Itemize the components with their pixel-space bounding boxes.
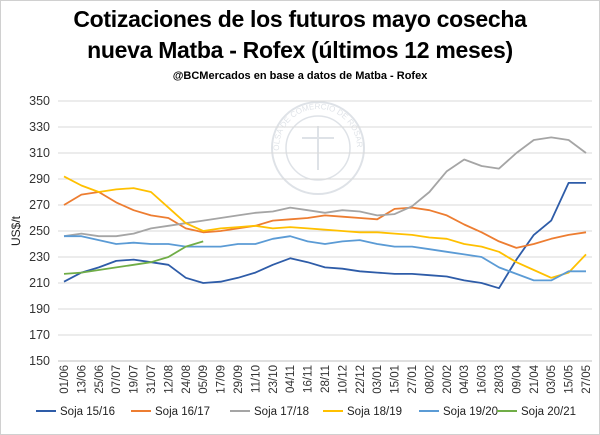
x-tick-label: 29/09 bbox=[233, 365, 245, 394]
x-tick-label: 21/04 bbox=[529, 364, 541, 393]
x-tick-label: 09/04 bbox=[511, 364, 523, 393]
legend-swatch bbox=[323, 409, 343, 412]
x-tick-label: 03/05 bbox=[546, 365, 558, 394]
x-tick-label: 27/05 bbox=[581, 365, 593, 394]
x-tick-label: 27/01 bbox=[407, 365, 419, 394]
y-tick-label: 190 bbox=[29, 302, 50, 316]
x-tick-label: 22/12 bbox=[355, 365, 367, 394]
series-line-soja-20-21 bbox=[63, 240, 204, 275]
watermark-outer-ring bbox=[271, 101, 365, 195]
series-line-soja-18-19 bbox=[63, 175, 587, 279]
x-tick-label: 23/10 bbox=[268, 365, 280, 394]
x-tick-label: 20/02 bbox=[442, 365, 454, 394]
x-tick-label: 03/01 bbox=[372, 365, 384, 394]
x-tick-label: 11/10 bbox=[250, 365, 262, 393]
y-axis-label: US$/t bbox=[9, 215, 23, 246]
x-tick-label: 15/05 bbox=[564, 365, 576, 394]
legend-item: Soja 20/21 bbox=[497, 406, 576, 418]
x-tick-label: 12/08 bbox=[163, 365, 175, 394]
legend-label: Soja 15/16 bbox=[60, 406, 115, 418]
series-line-soja-17-18 bbox=[63, 136, 587, 238]
x-tick-label: 10/12 bbox=[337, 365, 349, 394]
x-tick-label: 04/11 bbox=[285, 365, 297, 393]
legend-swatch bbox=[230, 409, 250, 412]
legend-item: Soja 17/18 bbox=[230, 406, 309, 418]
series-line-soja-19-20 bbox=[64, 235, 586, 282]
legend-swatch bbox=[131, 409, 151, 412]
chart-title-line2: nueva Matba - Rofex (últimos 12 meses) bbox=[87, 37, 513, 63]
x-tick-label: 17/09 bbox=[216, 365, 228, 394]
chart-title-line1: Cotizaciones de los futuros mayo cosecha bbox=[73, 6, 527, 32]
series-line-soja-16-17 bbox=[63, 191, 587, 249]
x-tick-label: 16/03 bbox=[477, 365, 489, 394]
y-tick-label: 250 bbox=[29, 224, 50, 238]
x-tick-label: 07/07 bbox=[111, 365, 123, 394]
x-tick-label: 28/03 bbox=[494, 365, 506, 394]
y-tick-label: 290 bbox=[29, 172, 50, 186]
x-tick-label: 25/06 bbox=[94, 365, 106, 394]
legend-item: Soja 18/19 bbox=[323, 406, 402, 418]
x-tick-label: 19/07 bbox=[129, 365, 141, 394]
y-tick-label: 150 bbox=[29, 354, 50, 368]
y-tick-label: 230 bbox=[29, 250, 50, 264]
x-tick-label: 05/09 bbox=[198, 365, 210, 394]
legend-label: Soja 16/17 bbox=[155, 406, 210, 418]
legend-label: Soja 19/20 bbox=[443, 406, 498, 418]
legend-label: Soja 17/18 bbox=[254, 406, 309, 418]
y-tick-label: 330 bbox=[29, 120, 50, 134]
legend-label: Soja 20/21 bbox=[521, 406, 576, 418]
legend-swatch bbox=[36, 409, 56, 412]
x-tick-label: 15/01 bbox=[390, 365, 402, 394]
legend-swatch bbox=[497, 409, 517, 412]
x-tick-label: 08/02 bbox=[424, 365, 436, 394]
x-tick-label: 31/07 bbox=[146, 365, 158, 394]
x-tick-label: 01/06 bbox=[59, 365, 71, 394]
y-tick-label: 170 bbox=[29, 328, 50, 342]
watermark-text: BOLSA DE COMERCIO DE ROSARIO bbox=[0, 0, 364, 151]
series-line-soja-15-16 bbox=[63, 182, 586, 290]
watermark-inner-ring bbox=[285, 115, 351, 181]
legend-item: Soja 19/20 bbox=[419, 406, 498, 418]
y-tick-label: 270 bbox=[29, 198, 50, 212]
legend-item: Soja 15/16 bbox=[36, 406, 115, 418]
x-tick-label: 16/11 bbox=[303, 365, 315, 393]
y-tick-label: 350 bbox=[29, 94, 50, 108]
legend-swatch bbox=[419, 409, 439, 412]
chart-legend: Soja 15/16 Soja 16/17 Soja 17/18 Soja 18/19… bbox=[0, 406, 600, 426]
x-tick-label: 04/03 bbox=[459, 365, 471, 394]
legend-label: Soja 18/19 bbox=[347, 406, 402, 418]
x-tick-label: 24/08 bbox=[181, 365, 193, 394]
legend-item: Soja 16/17 bbox=[131, 406, 210, 418]
y-tick-label: 310 bbox=[29, 146, 50, 160]
watermark-seal: BOLSA DE COMERCIO DE ROSARIO bbox=[0, 0, 365, 195]
y-tick-label: 210 bbox=[29, 276, 50, 290]
x-tick-label: 28/11 bbox=[320, 365, 332, 393]
chart-subtitle: @BCMercados en base a datos de Matba - R… bbox=[172, 70, 428, 82]
x-tick-label: 13/06 bbox=[76, 365, 88, 394]
